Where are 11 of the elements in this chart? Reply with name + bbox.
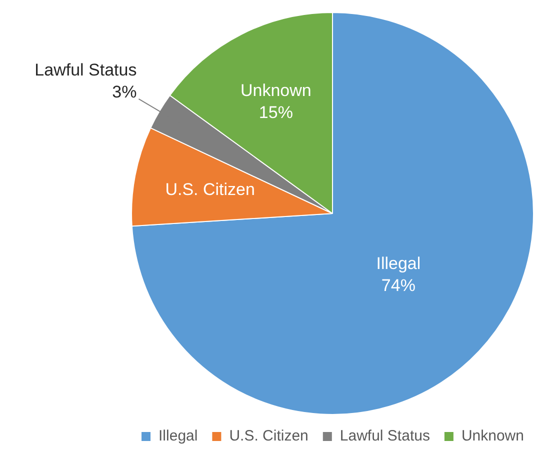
slice-label: U.S. Citizen (165, 180, 255, 199)
slice-label: Illegal (376, 254, 421, 274)
legend-label: U.S. Citizen (229, 428, 308, 445)
data-label: 15% (258, 103, 293, 122)
slice-label: Unknown (240, 81, 312, 100)
legend-label: Lawful Status (340, 428, 430, 445)
data-label: 3% (112, 82, 137, 102)
legend-label: Unknown (461, 428, 524, 445)
data-label: 74% (381, 276, 416, 296)
legend-label: Illegal (158, 428, 198, 445)
slice-label: Lawful Status (34, 60, 137, 80)
